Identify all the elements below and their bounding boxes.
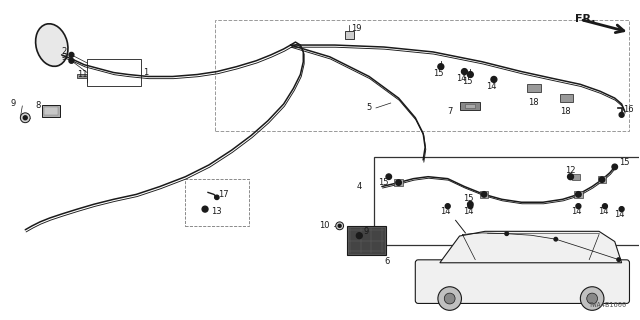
Bar xyxy=(348,227,385,254)
Text: 15: 15 xyxy=(619,158,629,167)
Text: 14: 14 xyxy=(486,82,496,91)
Circle shape xyxy=(467,72,473,77)
Circle shape xyxy=(491,76,497,82)
Text: 15: 15 xyxy=(433,69,443,78)
Bar xyxy=(479,191,488,198)
Circle shape xyxy=(575,192,581,197)
Text: 14: 14 xyxy=(614,210,625,219)
Bar xyxy=(598,176,606,183)
Circle shape xyxy=(576,204,581,209)
Text: 14: 14 xyxy=(456,74,467,83)
Text: 3: 3 xyxy=(61,53,67,62)
Circle shape xyxy=(481,192,487,197)
Text: 15: 15 xyxy=(463,194,474,203)
Circle shape xyxy=(69,52,74,57)
Circle shape xyxy=(20,113,30,123)
Text: FR.: FR. xyxy=(575,13,596,24)
Text: 18: 18 xyxy=(528,98,538,107)
Circle shape xyxy=(568,174,573,180)
FancyBboxPatch shape xyxy=(415,260,630,303)
Circle shape xyxy=(617,258,620,261)
Circle shape xyxy=(619,112,624,117)
Text: 8: 8 xyxy=(35,101,40,110)
Text: 11: 11 xyxy=(77,70,88,79)
Circle shape xyxy=(438,287,461,310)
Bar xyxy=(461,101,480,110)
Text: 12: 12 xyxy=(564,166,575,175)
Bar xyxy=(394,179,403,186)
Bar xyxy=(87,59,141,86)
Text: 14: 14 xyxy=(440,207,451,216)
Text: 4: 4 xyxy=(357,182,362,191)
Text: 18: 18 xyxy=(560,107,571,116)
Text: TWA4B1600: TWA4B1600 xyxy=(589,302,627,308)
Circle shape xyxy=(599,177,605,182)
Circle shape xyxy=(444,293,455,304)
Bar xyxy=(344,31,355,39)
Bar xyxy=(573,174,580,180)
Text: 14: 14 xyxy=(571,207,582,216)
Text: 5: 5 xyxy=(367,103,372,112)
Circle shape xyxy=(602,204,607,209)
Circle shape xyxy=(386,174,392,180)
Bar xyxy=(44,107,58,115)
Text: 16: 16 xyxy=(623,105,634,114)
Circle shape xyxy=(505,232,508,236)
Text: 19: 19 xyxy=(351,24,362,33)
Bar xyxy=(42,105,60,117)
Bar xyxy=(77,74,87,78)
Circle shape xyxy=(355,231,364,241)
Text: 2: 2 xyxy=(61,47,67,56)
Bar xyxy=(560,94,573,102)
Text: 15: 15 xyxy=(378,178,388,187)
Text: 1: 1 xyxy=(143,68,148,77)
Circle shape xyxy=(438,64,444,70)
Circle shape xyxy=(338,224,341,227)
Circle shape xyxy=(554,237,557,241)
Text: 17: 17 xyxy=(218,190,228,199)
Text: 14: 14 xyxy=(598,207,608,216)
Circle shape xyxy=(336,222,344,230)
Text: 9: 9 xyxy=(364,227,369,236)
Ellipse shape xyxy=(36,24,68,66)
Circle shape xyxy=(356,233,362,239)
Polygon shape xyxy=(440,231,621,263)
Text: 10: 10 xyxy=(319,221,330,230)
Text: 15: 15 xyxy=(462,77,472,86)
Circle shape xyxy=(468,202,473,207)
Circle shape xyxy=(445,204,450,209)
Text: 7: 7 xyxy=(447,107,452,116)
Text: 13: 13 xyxy=(211,207,221,216)
Text: 9: 9 xyxy=(10,100,16,108)
Circle shape xyxy=(468,204,473,209)
Bar xyxy=(346,226,386,255)
Circle shape xyxy=(23,116,28,120)
Text: 14: 14 xyxy=(463,207,474,216)
Circle shape xyxy=(587,293,598,304)
Circle shape xyxy=(619,207,624,212)
Bar xyxy=(465,103,476,108)
Text: 6: 6 xyxy=(384,257,389,266)
Circle shape xyxy=(580,287,604,310)
Circle shape xyxy=(396,180,401,185)
Bar xyxy=(527,84,541,92)
Circle shape xyxy=(461,68,467,75)
Circle shape xyxy=(612,164,618,170)
Circle shape xyxy=(69,58,74,63)
Circle shape xyxy=(202,206,208,212)
Bar xyxy=(574,191,583,198)
Circle shape xyxy=(214,195,219,199)
